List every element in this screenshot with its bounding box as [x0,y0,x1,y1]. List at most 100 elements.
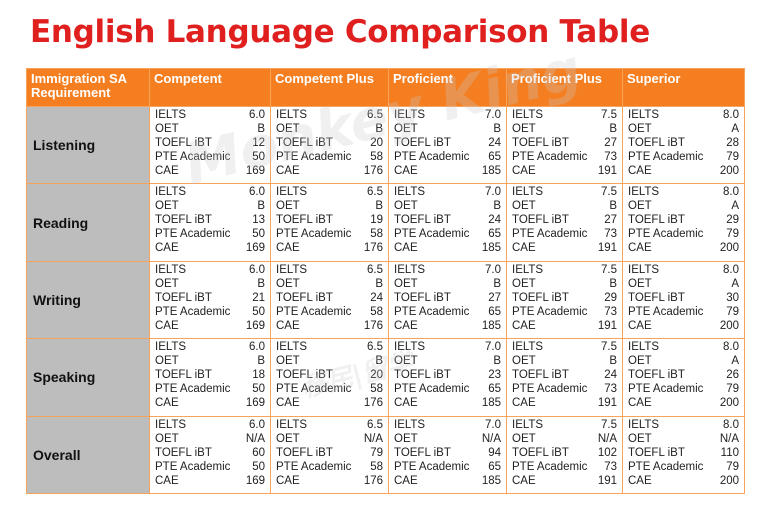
score-line: IELTS 6.0 [155,340,265,354]
test-score: 50 [252,228,265,241]
test-name: CAE [512,397,536,410]
test-score: 27 [488,291,501,304]
test-score: 176 [363,242,383,255]
score-cell: IELTS 8.0 OET A TOEFL iBT 26 PTE Academic 79 CAE… [622,338,745,417]
test-score: 20 [370,369,383,382]
score-line: PTE Academic 65 [394,150,501,164]
test-name: IELTS [276,418,308,431]
test-score: B [493,123,501,135]
score-line: IELTS 6.0 [155,418,265,432]
score-line: CAE 185 [394,164,501,178]
test-score: A [731,355,739,368]
score-cell: IELTS 7.0 OET B TOEFL iBT 24 PTE Academic 65 CAE… [388,105,507,185]
score-line: OET N/A [512,432,617,446]
test-score: 27 [604,214,617,227]
score-line: CAE 191 [512,319,617,333]
test-name: TOEFL iBT [394,214,451,227]
test-score: 58 [370,305,383,318]
score-line: IELTS 7.0 [394,340,501,354]
score-line: OET A [628,122,739,136]
test-name: IELTS [512,109,544,121]
test-score: 6.0 [249,109,265,121]
score-line: IELTS 6.0 [155,185,265,199]
test-name: TOEFL iBT [512,369,569,382]
test-name: TOEFL iBT [394,369,451,382]
score-line: CAE 185 [394,319,501,333]
test-score: 65 [488,228,501,241]
test-score: B [375,200,383,213]
test-score: 7.0 [485,341,501,354]
score-line: OET B [394,354,501,368]
test-score: 79 [370,446,383,459]
test-score: 18 [252,369,265,382]
test-score: 60 [252,446,265,459]
score-line: IELTS 8.0 [628,418,739,432]
test-name: PTE Academic [512,383,588,396]
test-score: B [493,200,501,213]
test-name: PTE Academic [512,151,588,163]
test-score: 185 [481,242,501,255]
score-cell: IELTS 7.5 OET B TOEFL iBT 27 PTE Academic 73 CAE… [506,105,623,185]
score-line: OET N/A [628,432,739,446]
test-name: OET [628,355,652,368]
score-line: TOEFL iBT 27 [512,213,617,227]
test-name: PTE Academic [155,228,231,241]
score-line: IELTS 8.0 [628,340,739,354]
score-line: PTE Academic 79 [628,227,739,241]
score-line: CAE 200 [628,474,739,488]
test-name: TOEFL iBT [394,446,451,459]
test-score: 94 [488,446,501,459]
test-score: N/A [597,432,617,445]
test-name: OET [155,355,179,368]
score-line: CAE 169 [155,241,265,255]
test-score: 29 [604,291,617,304]
score-line: OET B [155,199,265,213]
score-line: IELTS 6.0 [155,263,265,277]
test-score: 176 [363,165,383,177]
score-line: PTE Academic 73 [512,460,617,474]
test-score: 8.0 [723,109,739,121]
test-name: PTE Academic [512,460,588,473]
test-name: TOEFL iBT [512,291,569,304]
score-line: OET B [155,354,265,368]
test-score: 191 [597,242,617,255]
test-score: 169 [245,474,265,487]
test-name: OET [394,432,418,445]
score-cell: IELTS 8.0 OET A TOEFL iBT 28 PTE Academic 79 CAE… [622,105,745,185]
test-score: 6.0 [249,341,265,354]
score-line: CAE 191 [512,241,617,255]
test-name: IELTS [276,186,308,199]
test-score: 50 [252,383,265,396]
test-name: IELTS [155,418,187,431]
test-name: CAE [276,242,300,255]
score-line: OET B [276,122,383,136]
test-name: IELTS [394,109,426,121]
test-name: IELTS [512,341,544,354]
test-name: CAE [276,319,300,332]
table-row: Speaking IELTS 6.0 OET B TOEFL iBT 18 PTE Acade… [26,338,745,417]
score-line: PTE Academic 58 [276,227,383,241]
score-line: PTE Academic 79 [628,382,739,396]
test-name: OET [276,355,300,368]
test-name: PTE Academic [155,460,231,473]
test-name: IELTS [628,186,660,199]
test-name: PTE Academic [276,383,352,396]
score-line: OET N/A [276,432,383,446]
score-line: TOEFL iBT 12 [155,136,265,150]
test-score: 185 [481,474,501,487]
test-score: 20 [370,137,383,149]
test-name: CAE [512,165,536,177]
score-line: PTE Academic 50 [155,227,265,241]
test-score: 185 [481,319,501,332]
test-score: 8.0 [723,186,739,199]
test-name: PTE Academic [155,383,231,396]
score-line: TOEFL iBT 24 [394,213,501,227]
test-score: B [257,355,265,368]
test-score: 7.5 [601,109,617,121]
score-line: PTE Academic 65 [394,227,501,241]
test-name: TOEFL iBT [276,137,333,149]
test-score: B [257,200,265,213]
score-cell: IELTS 6.5 OET B TOEFL iBT 20 PTE Academic 58 CAE… [270,105,389,185]
header-row: Immigration SA Requirement Competent Com… [26,68,745,107]
score-cell: IELTS 7.5 OET B TOEFL iBT 29 PTE Academic 73 CAE… [506,260,623,340]
